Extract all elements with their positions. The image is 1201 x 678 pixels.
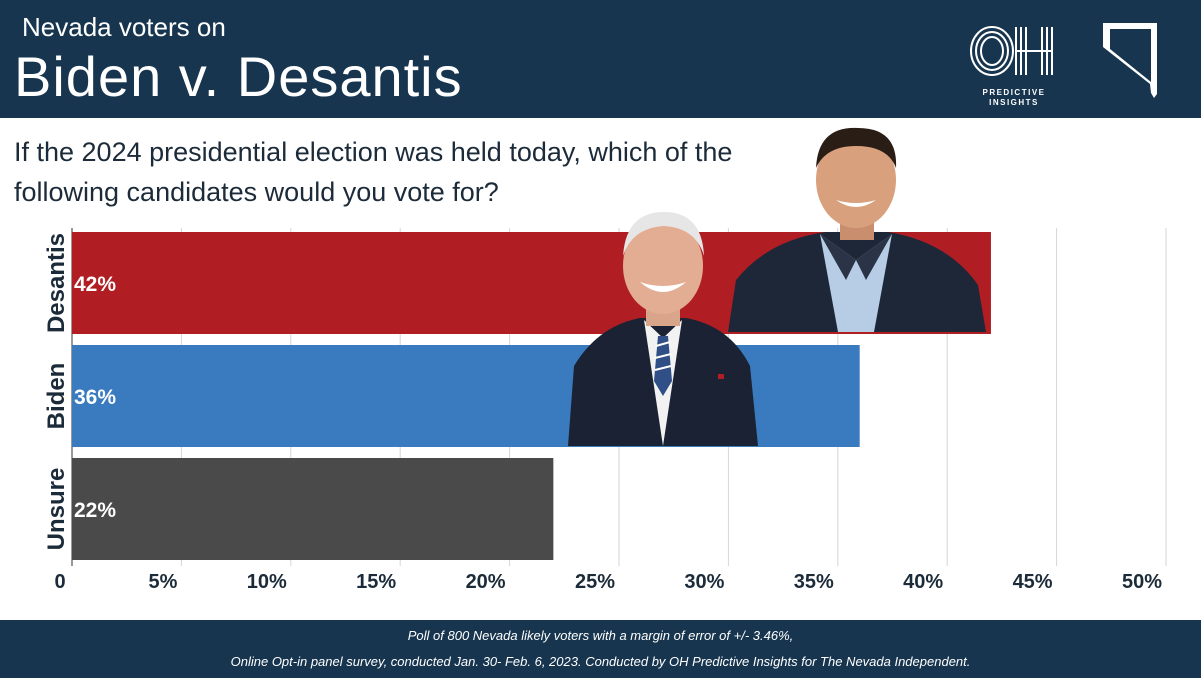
- category-label-unsure: Unsure: [43, 468, 70, 551]
- x-tick-label: 10%: [247, 571, 287, 593]
- x-tick-label: 15%: [356, 571, 396, 593]
- survey-question: If the 2024 presidential election was he…: [14, 137, 733, 207]
- data-label-desantis: 42%: [74, 273, 116, 296]
- x-tick-label: 35%: [794, 571, 834, 593]
- biden-photo: [568, 212, 758, 446]
- category-label-desantis: Desantis: [43, 233, 70, 333]
- footer-methodology-line-1: Poll of 800 Nevada likely voters with a …: [407, 628, 794, 643]
- logo-line-1: PREDICTIVE: [982, 88, 1046, 97]
- x-tick-label: 40%: [903, 571, 943, 593]
- desantis-photo: [728, 127, 986, 332]
- bar-unsure: [72, 458, 554, 560]
- nevada-state-icon: [1103, 23, 1157, 98]
- oh-predictive-insights-logo: PREDICTIVE INSIGHTS: [968, 22, 1060, 110]
- footer-banner: Poll of 800 Nevada likely voters with a …: [0, 620, 1201, 678]
- data-label-unsure: 22%: [74, 499, 116, 522]
- footer-methodology-line-2: Online Opt-in panel survey, conducted Ja…: [230, 654, 971, 669]
- x-tick-label: 5%: [148, 571, 177, 593]
- header-title: Biden v. Desantis: [14, 45, 463, 108]
- header-subtitle: Nevada voters on: [22, 12, 226, 42]
- x-tick-label: 50%: [1122, 571, 1162, 593]
- header-banner: Nevada voters on Biden v. Desantis PREDI…: [0, 0, 1201, 118]
- x-tick-label: 45%: [1013, 571, 1053, 593]
- x-tick-label: 20%: [466, 571, 506, 593]
- data-label-biden: 36%: [74, 386, 116, 409]
- x-tick-label: 25%: [575, 571, 615, 593]
- category-label-biden: Biden: [43, 363, 70, 430]
- x-tick-label: 0: [54, 571, 65, 593]
- logo-line-2: INSIGHTS: [989, 98, 1039, 107]
- x-tick-label: 30%: [684, 571, 724, 593]
- oh-logo-icon: [970, 26, 1053, 76]
